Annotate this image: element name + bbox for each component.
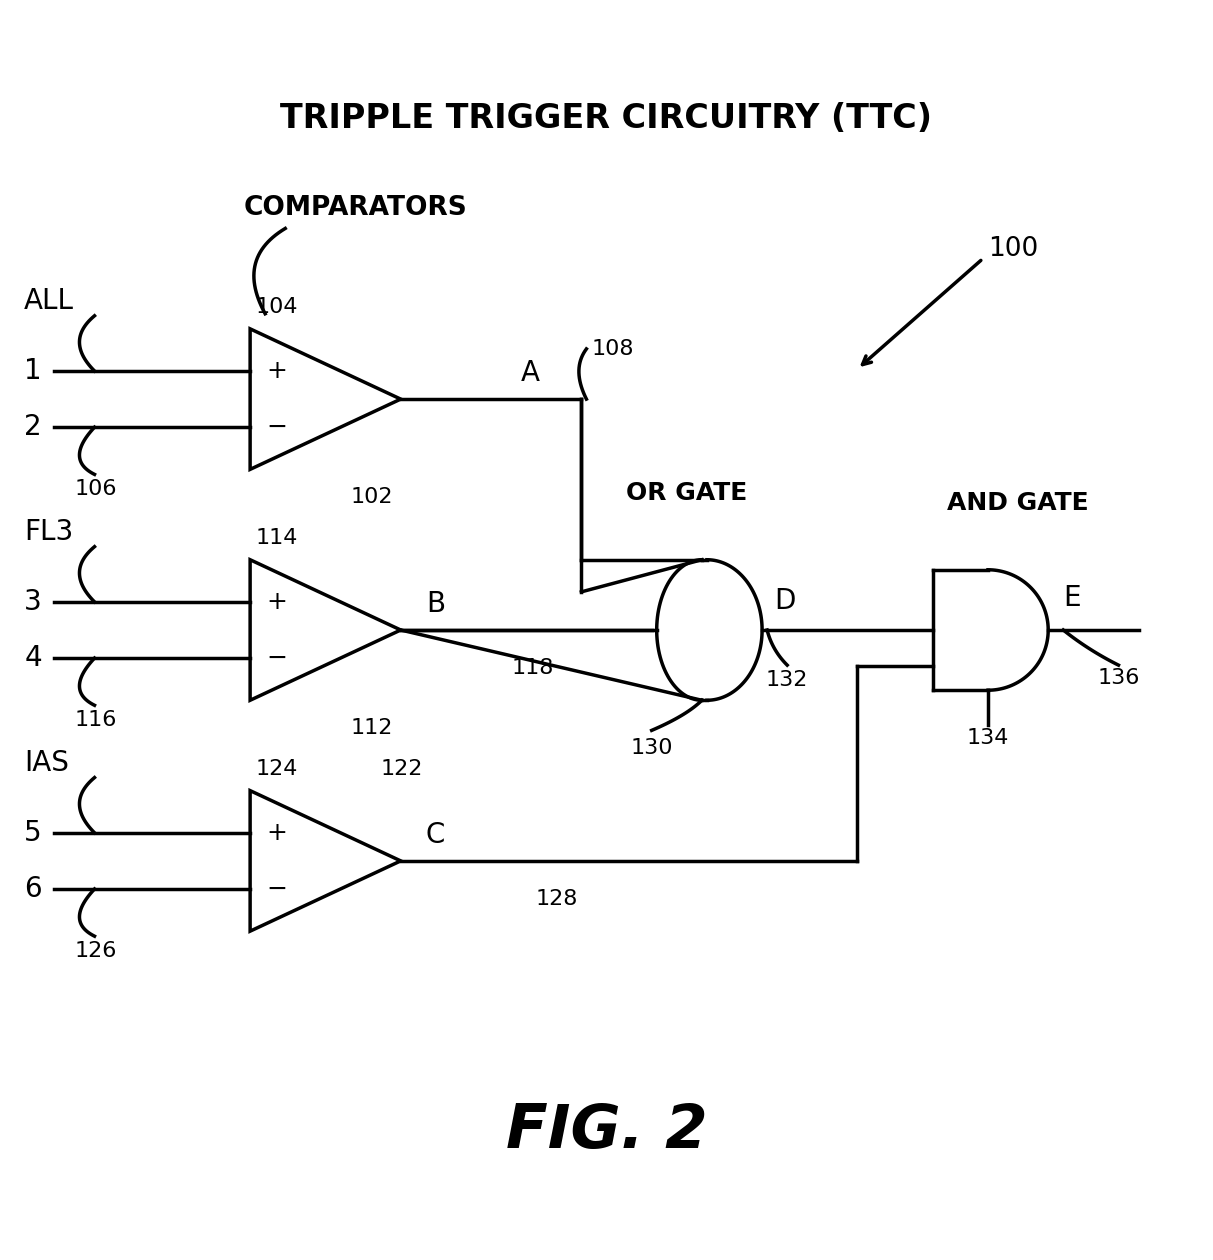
Text: ALL: ALL bbox=[24, 287, 74, 315]
Text: AND GATE: AND GATE bbox=[947, 490, 1089, 514]
Text: FL3: FL3 bbox=[24, 518, 74, 546]
Text: C: C bbox=[426, 820, 445, 849]
Text: IAS: IAS bbox=[24, 748, 69, 776]
Text: OR GATE: OR GATE bbox=[626, 480, 747, 504]
Text: FIG. 2: FIG. 2 bbox=[506, 1102, 707, 1162]
Text: B: B bbox=[426, 590, 445, 617]
Text: 3: 3 bbox=[24, 588, 42, 616]
Text: +: + bbox=[267, 359, 287, 383]
Text: −: − bbox=[267, 646, 287, 670]
Text: 136: 136 bbox=[1098, 668, 1140, 688]
Text: 6: 6 bbox=[24, 874, 42, 903]
Text: TRIPPLE TRIGGER CIRCUITRY (TTC): TRIPPLE TRIGGER CIRCUITRY (TTC) bbox=[280, 102, 933, 135]
Text: 5: 5 bbox=[24, 819, 42, 847]
Text: 2: 2 bbox=[24, 413, 42, 441]
Text: COMPARATORS: COMPARATORS bbox=[244, 195, 467, 222]
Text: 118: 118 bbox=[511, 658, 553, 678]
Text: 132: 132 bbox=[767, 670, 808, 690]
Text: D: D bbox=[774, 587, 796, 615]
Text: 4: 4 bbox=[24, 644, 42, 672]
Text: 124: 124 bbox=[255, 759, 297, 779]
Text: 100: 100 bbox=[987, 236, 1038, 262]
Text: 114: 114 bbox=[255, 528, 297, 548]
Text: +: + bbox=[267, 820, 287, 844]
Text: 112: 112 bbox=[351, 718, 393, 738]
Text: 130: 130 bbox=[631, 738, 673, 759]
Text: 102: 102 bbox=[351, 488, 393, 508]
Text: 104: 104 bbox=[255, 297, 297, 316]
Text: 106: 106 bbox=[74, 479, 116, 499]
Text: 108: 108 bbox=[592, 339, 634, 359]
Text: −: − bbox=[267, 416, 287, 440]
Text: 116: 116 bbox=[74, 711, 116, 731]
Text: +: + bbox=[267, 590, 287, 614]
Text: 1: 1 bbox=[24, 357, 42, 386]
Text: 128: 128 bbox=[535, 890, 577, 908]
Text: −: − bbox=[267, 877, 287, 901]
Text: 126: 126 bbox=[74, 941, 116, 961]
Text: 122: 122 bbox=[381, 759, 423, 779]
Text: A: A bbox=[522, 359, 540, 387]
Text: E: E bbox=[1064, 583, 1081, 612]
Text: 134: 134 bbox=[967, 728, 1009, 748]
